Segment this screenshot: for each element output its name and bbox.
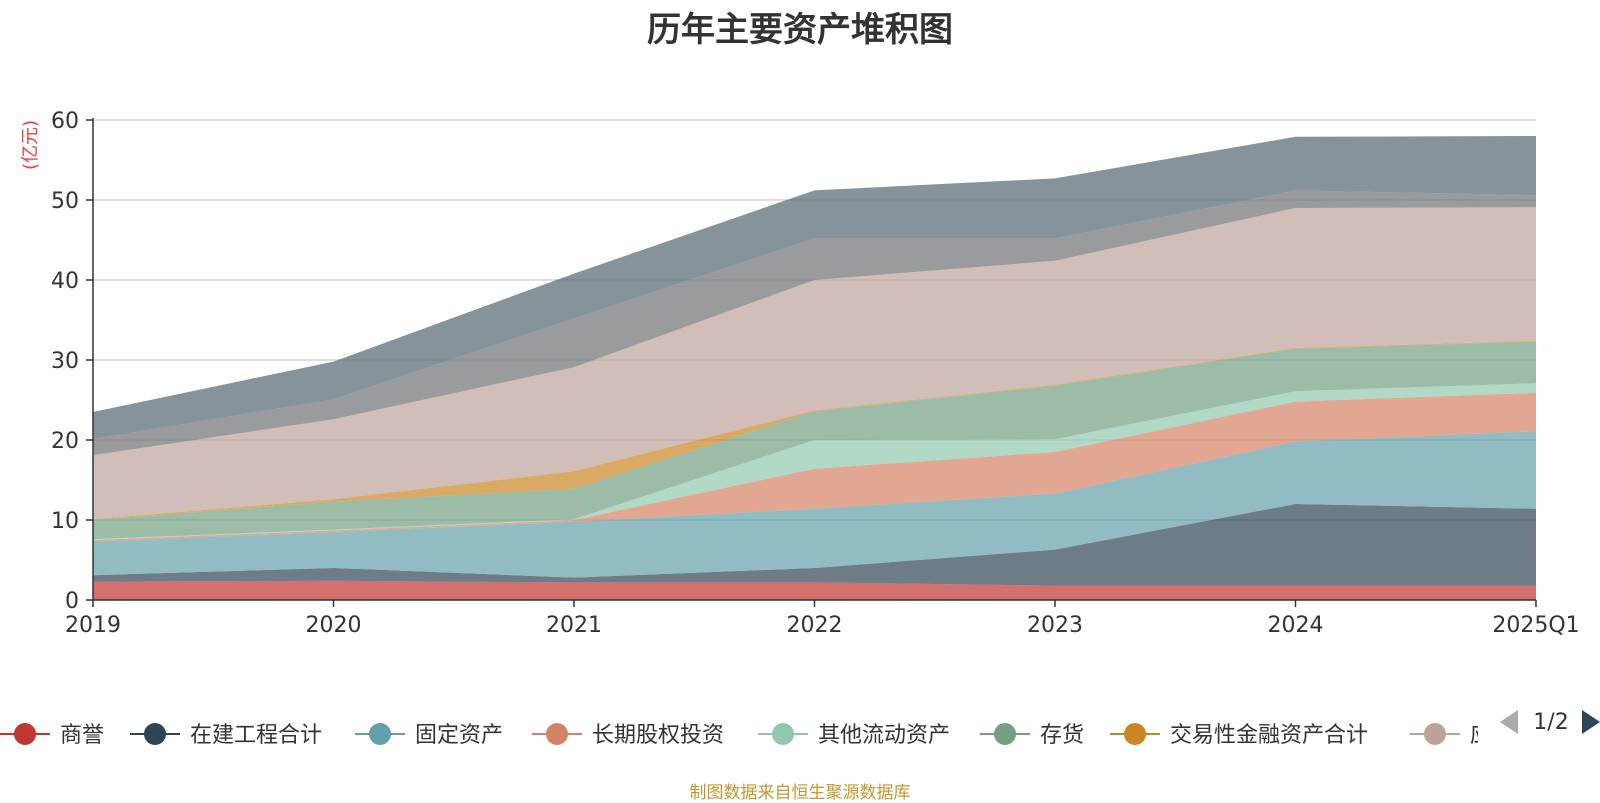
y-tick-label: 30 <box>51 349 79 374</box>
area-series-7 <box>93 207 1536 520</box>
legend-item-7[interactable]: 应收账款 <box>1410 723 1558 748</box>
x-tick-label: 2019 <box>65 613 121 638</box>
legend-label: 存货 <box>1040 723 1084 748</box>
legend-marker-icon <box>1424 723 1446 745</box>
legend-marker-icon <box>144 723 166 745</box>
legend-label: 在建工程合计 <box>190 723 322 748</box>
x-tick-label: 2024 <box>1268 613 1324 638</box>
axes: 0 10 20 30 40 50 60 2019 2020 2021 2022 2023 2024 202… <box>51 109 1580 638</box>
legend-marker-icon <box>994 723 1016 745</box>
legend-item-1[interactable]: 在建工程合计 <box>130 723 322 748</box>
y-tick-label: 10 <box>51 509 79 534</box>
legend-item-5[interactable]: 存货 <box>980 723 1084 748</box>
legend-label: 商誉 <box>60 723 104 748</box>
area-series-2 <box>93 431 1536 578</box>
legend-marker-icon <box>369 723 391 745</box>
legend-label: 应收账款 <box>1470 723 1558 748</box>
legend-prev-page-icon[interactable] <box>1500 710 1518 734</box>
area-series-4 <box>93 383 1536 540</box>
stacked-areas <box>93 136 1536 600</box>
legend-label: 长期股权投资 <box>592 723 724 748</box>
y-tick-label: 20 <box>51 429 79 454</box>
x-tick-label: 2025Q1 <box>1492 613 1579 638</box>
y-tick-label: 0 <box>65 589 79 614</box>
legend-item-3[interactable]: 长期股权投资 <box>532 723 724 748</box>
legend-marker-icon <box>1124 723 1146 745</box>
legend-item-2[interactable]: 固定资产 <box>355 723 503 748</box>
y-tick-label: 50 <box>51 189 79 214</box>
x-tick-label: 2022 <box>787 613 843 638</box>
legend-label: 其他流动资产 <box>818 723 950 748</box>
x-tick-label: 2020 <box>306 613 362 638</box>
area-series-3 <box>93 392 1536 542</box>
source-note: 制图数据来自恒生聚源数据库 <box>689 783 911 803</box>
y-tick-label: 40 <box>51 269 79 294</box>
legend-page-indicator: 1/2 <box>1533 710 1568 735</box>
legend-item-0[interactable]: 商誉 <box>0 723 104 748</box>
legend-marker-icon <box>772 723 794 745</box>
legend-pager: 1/2 <box>1500 710 1600 735</box>
y-axis-unit-label: (亿元) <box>20 120 41 170</box>
legend-label: 固定资产 <box>415 723 503 748</box>
area-series-8 <box>93 190 1536 456</box>
legend-marker-icon <box>14 723 36 745</box>
legend-next-page-icon[interactable] <box>1582 710 1600 734</box>
x-tick-label: 2023 <box>1027 613 1083 638</box>
legend-item-6[interactable]: 交易性金融资产合计 <box>1110 723 1368 748</box>
y-tick-label: 60 <box>51 109 79 134</box>
legend-marker-icon <box>546 723 568 745</box>
legend-label: 交易性金融资产合计 <box>1170 723 1368 748</box>
area-series-9 <box>93 136 1536 440</box>
area-series-1 <box>93 504 1536 586</box>
legend: 商誉 在建工程合计 固定资产 长期股权投资 其他流动资产 存货 交易性金融资产合计 应收账款 <box>0 723 1558 748</box>
chart-title: 历年主要资产堆积图 <box>647 10 953 50</box>
x-tick-label: 2021 <box>546 613 602 638</box>
area-series-5 <box>93 341 1536 540</box>
legend-item-4[interactable]: 其他流动资产 <box>758 723 950 748</box>
